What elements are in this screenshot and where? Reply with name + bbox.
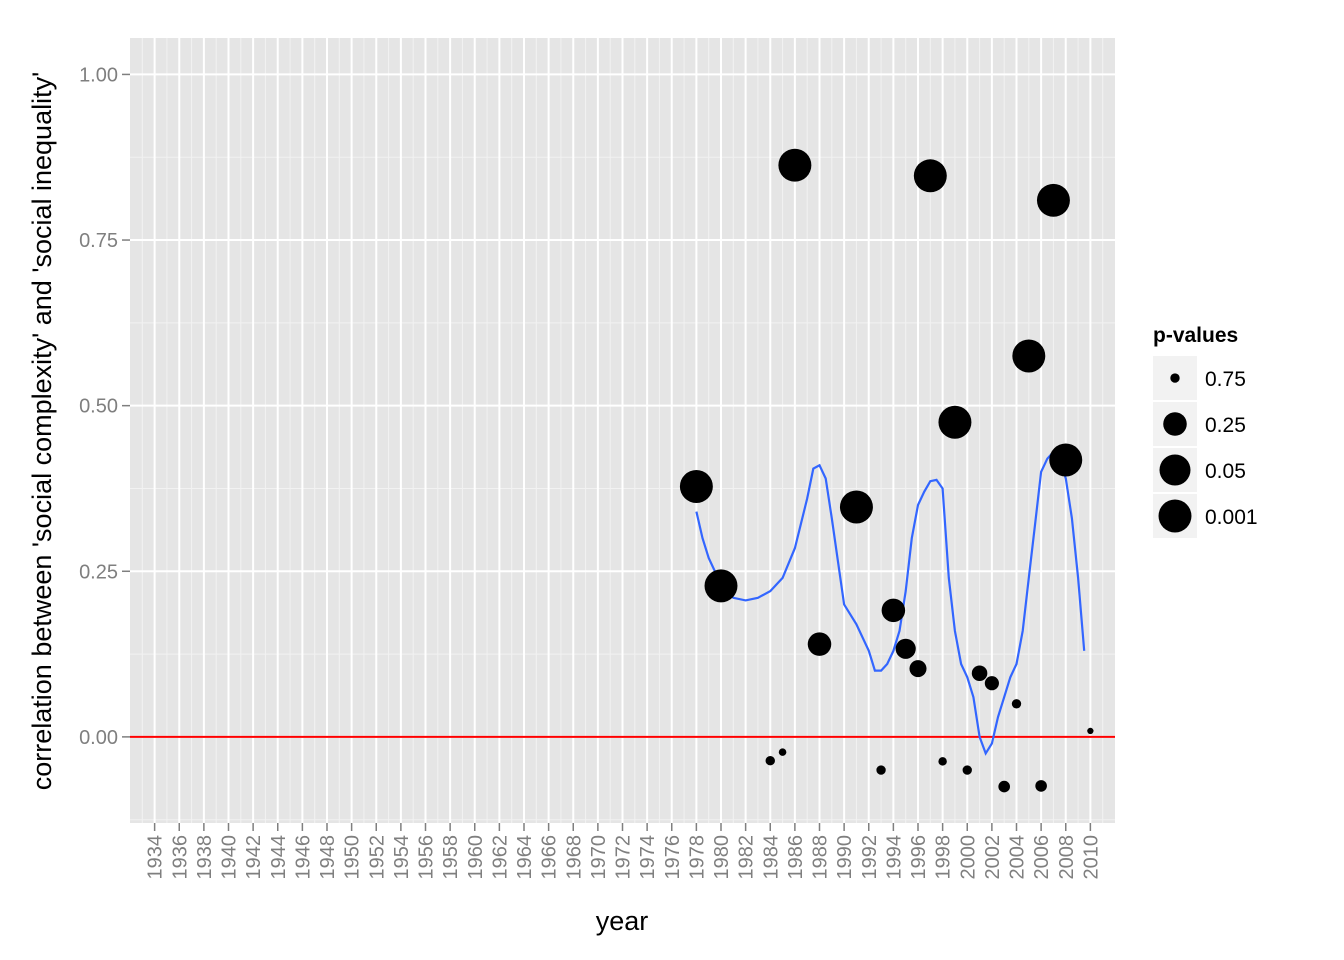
x-tick-label: 2004 bbox=[1007, 835, 1029, 880]
legend-symbol bbox=[1159, 454, 1191, 486]
x-tick-label: 1984 bbox=[760, 835, 782, 880]
data-point bbox=[1036, 183, 1070, 217]
data-point bbox=[839, 490, 873, 524]
data-point bbox=[1012, 339, 1046, 373]
y-axis: 0.00 0.25 0.50 0.75 1.00 bbox=[79, 64, 130, 749]
x-tick-label: 1974 bbox=[637, 835, 659, 880]
x-tick-label: 1944 bbox=[268, 835, 290, 880]
data-point bbox=[984, 676, 999, 691]
x-tick-label: 1958 bbox=[440, 835, 462, 880]
data-point bbox=[679, 469, 713, 503]
x-tick-label: 1956 bbox=[416, 835, 438, 880]
data-point bbox=[913, 159, 947, 193]
data-point bbox=[876, 765, 886, 775]
x-tick-label: 1990 bbox=[834, 835, 856, 880]
x-tick-label: 1938 bbox=[194, 835, 216, 880]
data-point bbox=[807, 632, 832, 656]
x-tick-label: 1976 bbox=[662, 835, 684, 880]
data-point bbox=[909, 660, 927, 678]
y-axis-title: correlation between 'social complexity' … bbox=[27, 72, 57, 791]
x-tick-label: 2006 bbox=[1031, 835, 1053, 880]
data-point bbox=[765, 756, 775, 766]
y-tick-label: 1.00 bbox=[79, 64, 118, 86]
smooth-line bbox=[695, 450, 1086, 756]
data-point bbox=[1035, 780, 1047, 792]
x-tick-label: 1936 bbox=[169, 835, 191, 880]
x-tick-label: 1982 bbox=[736, 835, 758, 880]
x-tick-label: 1954 bbox=[391, 835, 413, 880]
x-tick-label: 1978 bbox=[686, 835, 708, 880]
x-tick-label: 1966 bbox=[539, 835, 561, 880]
x-tick-label: 1994 bbox=[883, 835, 905, 880]
legend: p-values 0.75 0.25 0.05 0.001 bbox=[1153, 324, 1258, 538]
y-tick-label: 0.25 bbox=[79, 561, 118, 583]
x-tick-label: 1998 bbox=[933, 835, 955, 880]
y-tick-label: 0.00 bbox=[79, 727, 118, 749]
legend-title: p-values bbox=[1153, 324, 1238, 347]
legend-symbol bbox=[1163, 412, 1187, 436]
x-axis-title: year bbox=[596, 906, 649, 936]
smooth-curve bbox=[695, 450, 1086, 756]
x-tick-label: 1996 bbox=[908, 835, 930, 880]
x-tick-label: 1970 bbox=[588, 835, 610, 880]
grid-minor bbox=[130, 38, 1115, 823]
data-point bbox=[1011, 699, 1022, 709]
x-tick-label: 2008 bbox=[1056, 835, 1078, 880]
legend-label: 0.75 bbox=[1205, 368, 1246, 391]
data-point bbox=[938, 405, 972, 439]
data-point bbox=[938, 757, 947, 766]
x-tick-label: 2000 bbox=[957, 835, 979, 880]
x-tick-label: 1934 bbox=[145, 835, 167, 880]
x-tick-label: 1980 bbox=[711, 835, 733, 880]
x-tick-label: 1942 bbox=[243, 835, 265, 880]
data-point bbox=[971, 665, 988, 682]
legend-label: 0.05 bbox=[1205, 460, 1246, 483]
data-point bbox=[962, 765, 972, 775]
data-point bbox=[895, 638, 916, 659]
data-point bbox=[998, 780, 1010, 793]
x-tick-label: 1960 bbox=[465, 835, 487, 880]
legend-symbol bbox=[1170, 373, 1180, 383]
data-point bbox=[881, 598, 906, 623]
x-tick-label: 1968 bbox=[563, 835, 585, 880]
x-tick-label: 1948 bbox=[317, 835, 339, 880]
x-axis: 1934 1936 1938 1940 1942 1944 1946 1948 1950 1952… bbox=[145, 823, 1102, 880]
x-tick-label: 1946 bbox=[292, 835, 314, 880]
legend-symbol bbox=[1158, 499, 1192, 533]
x-tick-label: 1952 bbox=[366, 835, 388, 880]
x-tick-label: 1972 bbox=[613, 835, 635, 880]
x-tick-label: 2010 bbox=[1080, 835, 1102, 880]
x-tick-label: 1950 bbox=[342, 835, 364, 880]
x-tick-label: 1940 bbox=[219, 835, 241, 880]
data-point bbox=[778, 148, 812, 182]
data-point bbox=[704, 569, 738, 603]
x-tick-label: 2002 bbox=[982, 835, 1004, 880]
data-point bbox=[778, 748, 787, 756]
x-tick-label: 1988 bbox=[810, 835, 832, 880]
legend-label: 0.25 bbox=[1205, 414, 1246, 437]
data-points bbox=[679, 148, 1094, 793]
x-tick-label: 1992 bbox=[859, 835, 881, 880]
x-tick-label: 1986 bbox=[785, 835, 807, 880]
x-tick-label: 1962 bbox=[489, 835, 511, 880]
y-tick-label: 0.75 bbox=[79, 230, 118, 252]
legend-label: 0.001 bbox=[1205, 506, 1258, 529]
data-point bbox=[1087, 727, 1094, 735]
data-point bbox=[1049, 443, 1083, 477]
y-tick-label: 0.50 bbox=[79, 396, 118, 418]
x-tick-label: 1964 bbox=[514, 835, 536, 880]
